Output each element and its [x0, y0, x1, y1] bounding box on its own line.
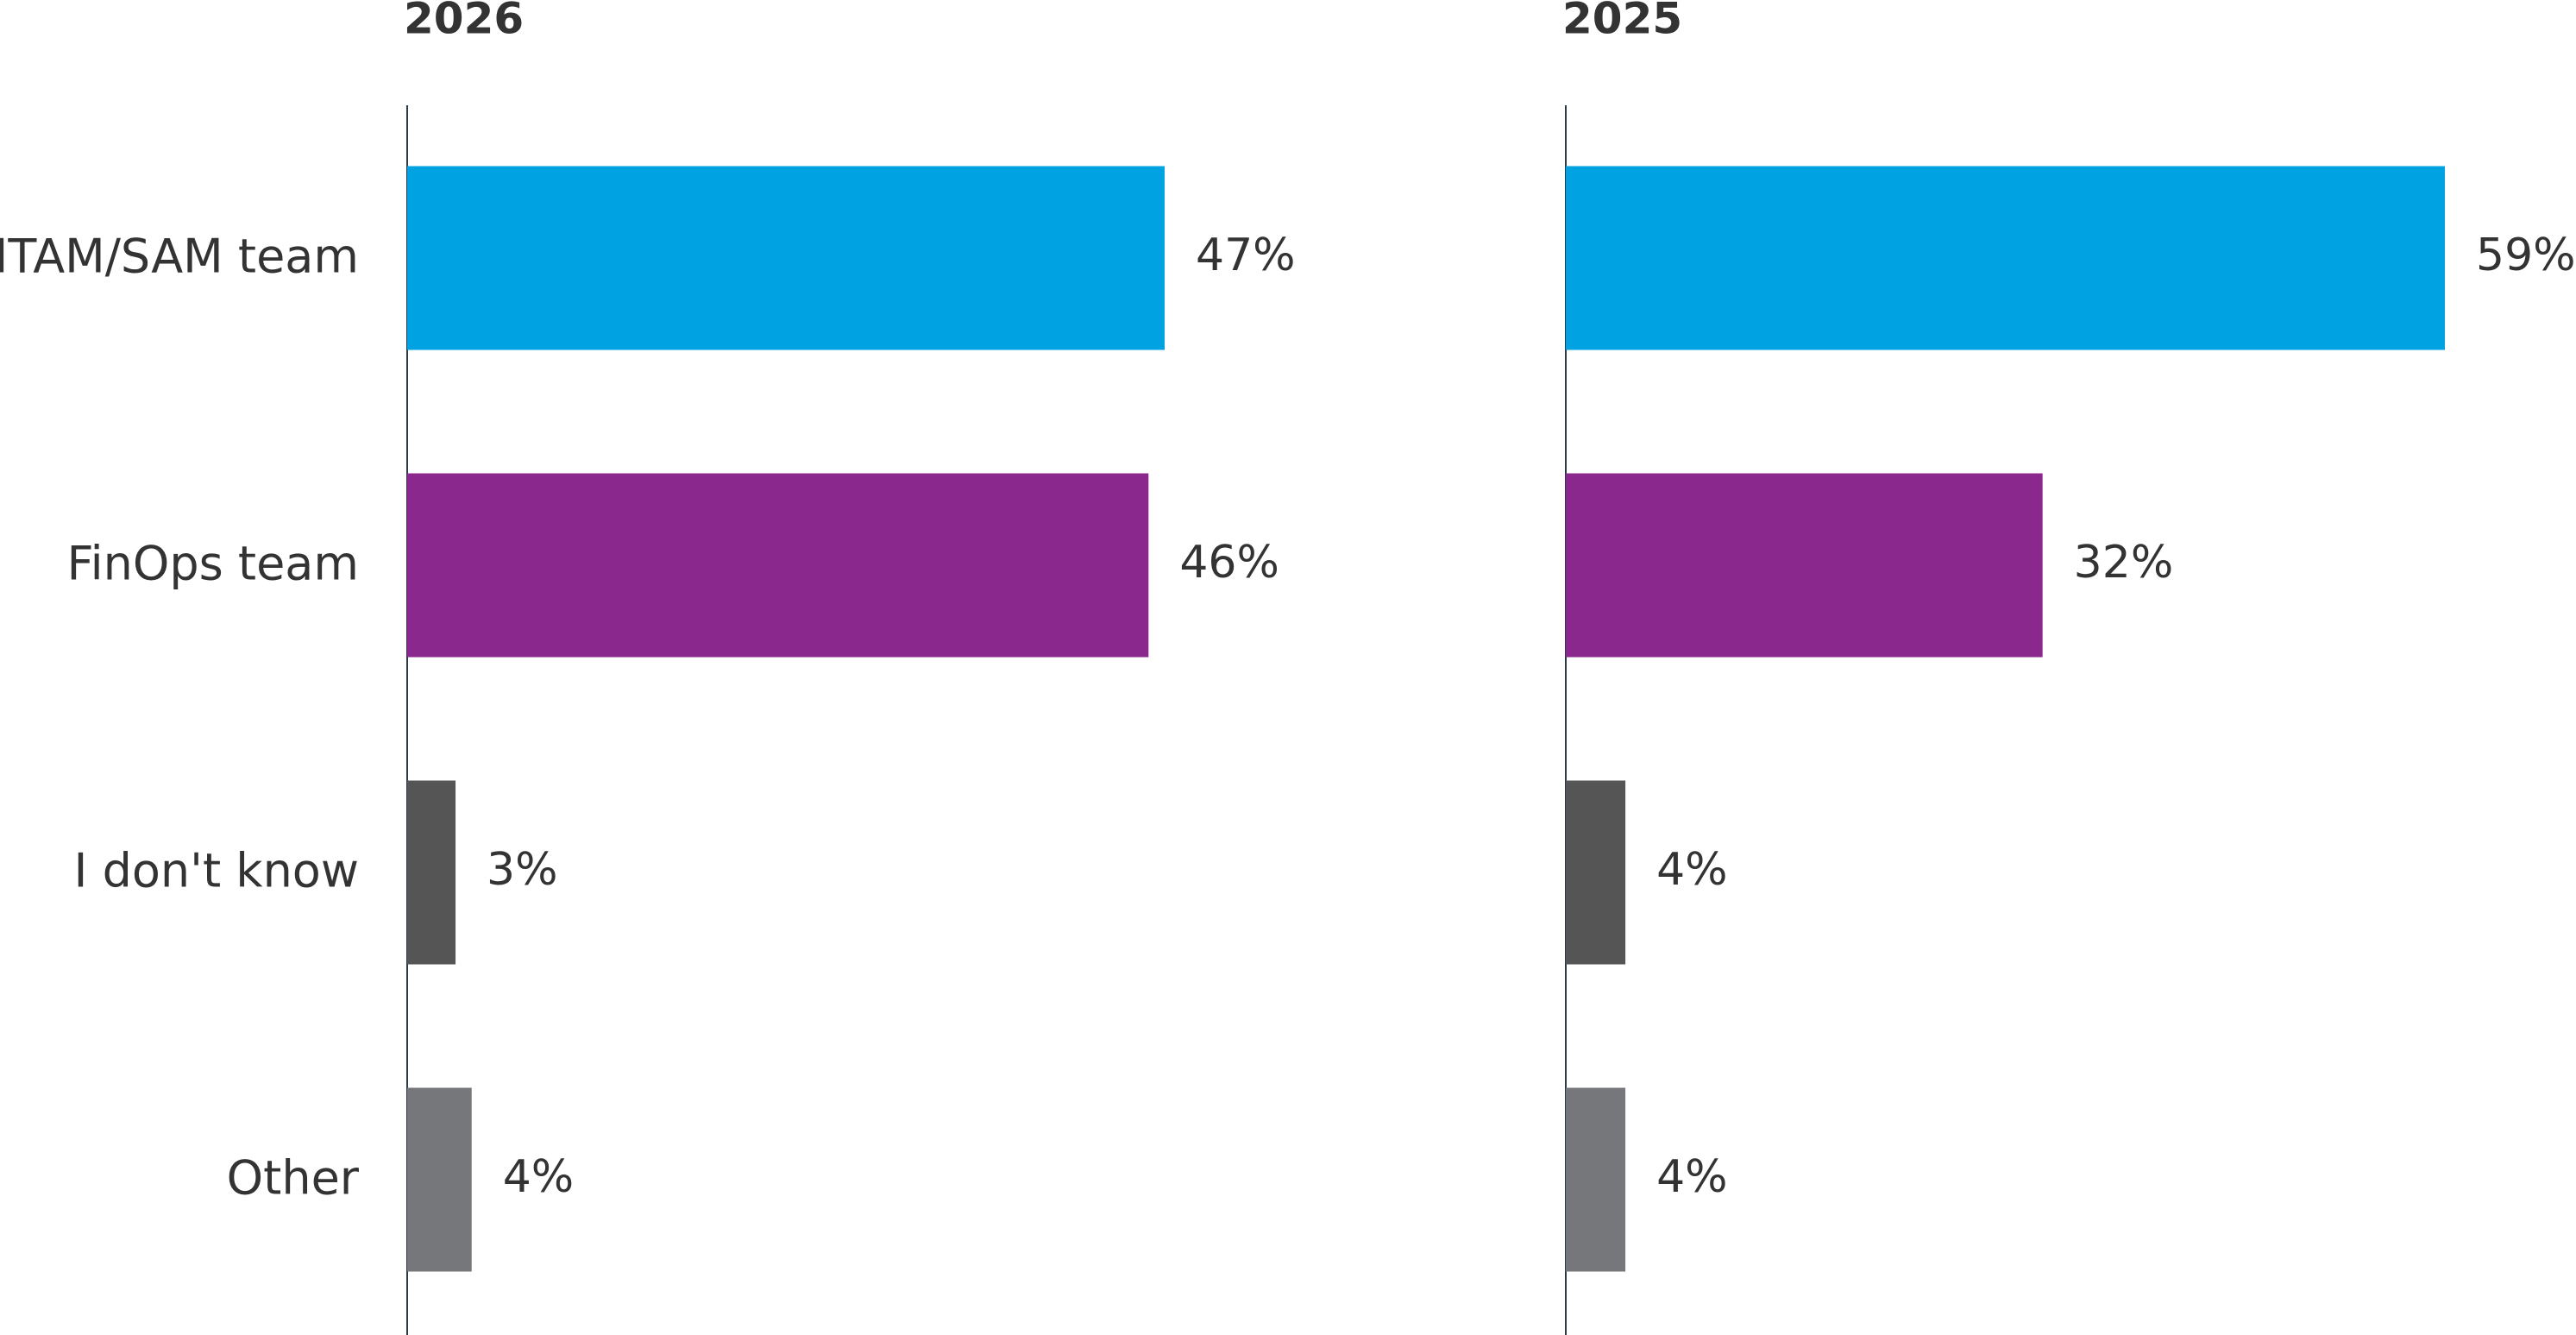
bar	[407, 473, 1149, 658]
value-label: 59%	[2476, 230, 2576, 281]
category-label: Other	[227, 1151, 360, 1206]
value-label: 46%	[1179, 537, 1279, 589]
category-label: FinOps team	[66, 537, 359, 591]
value-label: 3%	[487, 844, 558, 896]
value-label: 4%	[503, 1151, 575, 1203]
bar	[407, 166, 1165, 350]
category-label: I don't know	[73, 844, 359, 898]
bar	[1566, 473, 2043, 658]
bar	[407, 1087, 472, 1272]
category-label: ITAM/SAM team	[0, 230, 359, 284]
bar	[1566, 780, 1626, 965]
panel-title: 2025	[1562, 0, 1682, 44]
value-label: 4%	[1656, 1151, 1728, 1203]
bar	[1566, 166, 2445, 350]
value-label: 4%	[1656, 844, 1728, 896]
bar	[407, 780, 456, 965]
value-label: 32%	[2074, 537, 2174, 589]
bar	[1566, 1087, 1626, 1272]
value-label: 47%	[1196, 230, 1296, 281]
panel-title: 2026	[404, 0, 524, 44]
